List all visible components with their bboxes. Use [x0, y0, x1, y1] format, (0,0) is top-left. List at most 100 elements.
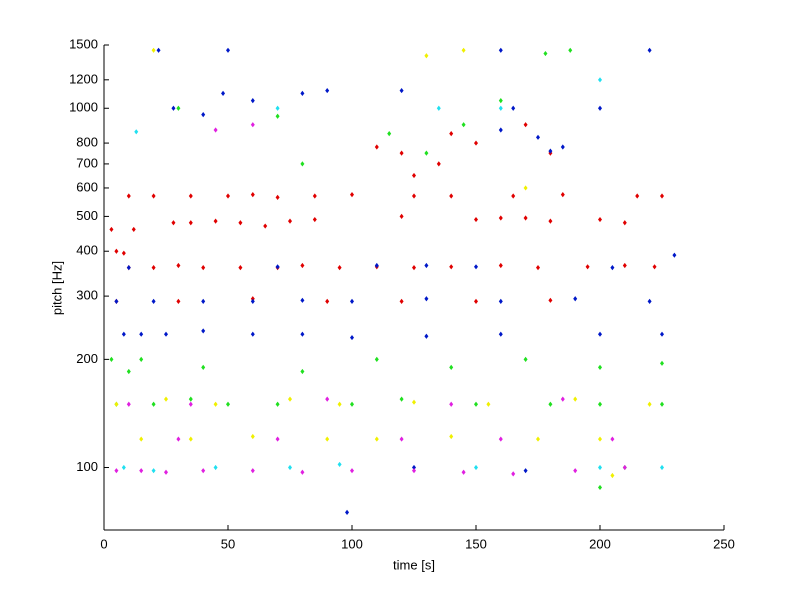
point [164, 396, 168, 402]
point [412, 399, 416, 405]
point [275, 105, 280, 111]
point [374, 262, 379, 269]
point [114, 248, 119, 254]
point [610, 472, 615, 479]
point [412, 464, 416, 471]
point [275, 113, 280, 119]
point [201, 468, 206, 474]
point [213, 401, 218, 407]
point [585, 264, 590, 270]
point [598, 105, 602, 111]
point [171, 105, 176, 111]
y-tick-label: 1500 [69, 36, 98, 51]
point [176, 436, 181, 442]
point [226, 193, 230, 199]
x-tick-label: 100 [341, 536, 363, 551]
point [399, 150, 404, 156]
point [498, 105, 503, 111]
point [139, 331, 144, 337]
point [300, 297, 305, 303]
point [121, 250, 126, 256]
point [275, 436, 280, 442]
point [126, 193, 131, 199]
point [250, 296, 255, 302]
point [325, 87, 330, 94]
point [498, 298, 503, 304]
point [647, 47, 652, 53]
point [635, 193, 640, 199]
x-tick-label: 200 [589, 536, 611, 551]
point [610, 265, 615, 271]
y-tick-label: 400 [76, 243, 98, 258]
point [598, 364, 602, 370]
point [300, 331, 305, 337]
point [288, 396, 292, 402]
x-axis-label: time [s] [393, 557, 435, 572]
point [250, 468, 255, 474]
point [660, 360, 664, 366]
point [213, 127, 218, 133]
point [164, 469, 168, 475]
point [660, 401, 664, 407]
point [350, 401, 354, 407]
point [114, 401, 119, 407]
point [412, 172, 416, 179]
point [139, 436, 144, 442]
point [424, 296, 429, 302]
y-tick-label: 1000 [69, 100, 98, 115]
point [660, 193, 664, 199]
point [151, 265, 156, 271]
point [598, 331, 602, 337]
x-tick-label: 50 [221, 536, 235, 551]
point [610, 436, 615, 442]
point [498, 47, 503, 53]
point [345, 509, 350, 516]
point [536, 265, 540, 271]
point [139, 356, 144, 362]
point [436, 105, 441, 111]
x-tick-label: 250 [713, 536, 735, 551]
point [436, 161, 441, 167]
point [263, 223, 268, 229]
point [325, 436, 330, 442]
point [548, 218, 553, 224]
point [151, 468, 156, 474]
point [660, 464, 664, 471]
point [250, 192, 255, 198]
point [126, 401, 131, 407]
point [201, 364, 206, 370]
point [449, 401, 454, 407]
point [114, 298, 119, 304]
point [399, 87, 404, 94]
point [449, 433, 454, 440]
point [647, 298, 652, 304]
point [300, 368, 305, 375]
point [461, 469, 466, 475]
point [536, 436, 540, 442]
point [275, 401, 280, 407]
point [300, 262, 305, 269]
point [188, 436, 193, 442]
point [374, 436, 379, 442]
y-tick-label: 700 [76, 155, 98, 170]
point [598, 77, 602, 83]
point [139, 468, 144, 474]
point [412, 265, 416, 271]
point [449, 264, 454, 270]
point [474, 140, 478, 146]
point [188, 220, 193, 226]
point [548, 401, 553, 407]
point [424, 333, 429, 339]
point [523, 356, 528, 362]
point [560, 396, 565, 402]
y-tick-label: 100 [76, 459, 98, 474]
point [652, 264, 657, 270]
point [134, 129, 139, 135]
point [498, 262, 503, 269]
point [622, 464, 627, 471]
point [337, 265, 342, 271]
point [114, 468, 119, 474]
point [126, 265, 131, 271]
